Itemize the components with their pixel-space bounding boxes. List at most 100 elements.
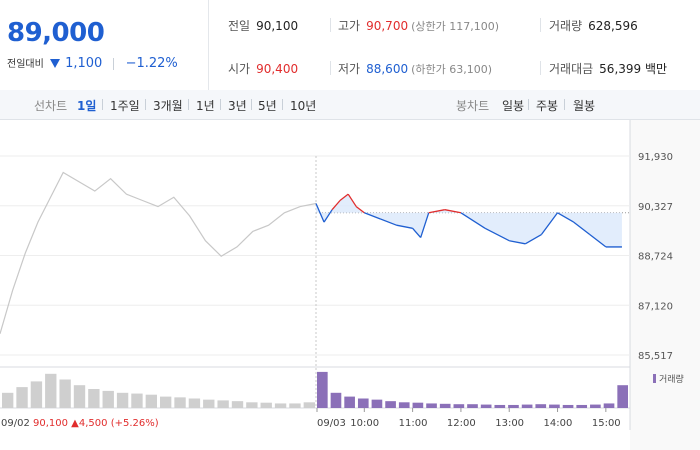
divider	[102, 99, 103, 110]
tab-5-years[interactable]: 5년	[258, 99, 277, 113]
area-fill	[316, 194, 622, 247]
stat-open: 시가 90,400	[228, 60, 298, 77]
volume-bar-prev	[30, 381, 43, 408]
x-tick-label: 13:00	[495, 418, 524, 429]
today-line-segment	[525, 233, 542, 245]
volume-bar-today	[344, 396, 355, 408]
divider	[564, 99, 565, 110]
tab-1-year[interactable]: 1년	[196, 99, 215, 113]
lower-limit: (하한가 63,100)	[411, 63, 493, 76]
divider	[251, 99, 252, 110]
stat-high: 고가 90,700 (상한가 117,100)	[338, 17, 499, 34]
today-line-segment	[355, 206, 365, 214]
y-tick-label: 90,327	[638, 202, 673, 213]
candle-chart-label: 봉차트	[456, 99, 490, 113]
stat-label: 거래대금	[549, 62, 594, 76]
today-line-segment	[420, 212, 430, 238]
volume-bar-today	[412, 402, 424, 408]
volume-bar-today	[521, 404, 533, 408]
today-line-segment	[444, 209, 462, 214]
divider	[330, 18, 331, 32]
stat-label: 거래량	[549, 19, 583, 33]
today-line-segment	[396, 224, 413, 229]
tab-1-day[interactable]: 1일	[77, 99, 97, 113]
today-line-segment	[509, 240, 526, 245]
x-tick-label: 09/03	[317, 418, 346, 429]
change-label: 전일대비	[7, 59, 44, 70]
y-tick-label: 87,120	[638, 301, 673, 312]
prev-day-date: 09/02	[1, 418, 33, 429]
volume-bar-prev	[73, 385, 86, 408]
volume-bar-today	[617, 385, 628, 408]
volume-bars	[2, 371, 628, 408]
today-line-segment	[380, 218, 397, 226]
change-percent: −1.22%	[125, 56, 178, 71]
volume-bar-prev	[174, 397, 186, 408]
tab-10-years[interactable]: 10년	[290, 99, 317, 113]
volume-bar-prev	[217, 400, 229, 408]
volume-bar-prev	[88, 389, 100, 408]
stat-label: 고가	[338, 19, 361, 33]
volume-bar-prev	[188, 398, 201, 408]
today-line-segment	[540, 212, 559, 235]
stat-volume: 거래량 628,596	[549, 17, 638, 34]
volume-bar-prev	[231, 401, 244, 408]
stat-value: 88,600	[366, 62, 409, 76]
y-tick-label: 88,724	[638, 252, 673, 263]
volume-bar-prev	[203, 399, 215, 408]
divider	[528, 99, 529, 110]
volume-bar-today	[494, 404, 506, 408]
tab-daily-candle[interactable]: 일봉	[502, 99, 525, 113]
x-tick-label: 14:00	[544, 418, 573, 429]
tab-weekly-candle[interactable]: 주봉	[536, 99, 559, 113]
tab-monthly-candle[interactable]: 월봉	[573, 99, 596, 113]
tab-3-years[interactable]: 3년	[228, 99, 247, 113]
volume-bar-today	[603, 403, 615, 408]
volume-bar-today	[508, 404, 519, 408]
volume-bar-today	[439, 403, 451, 408]
tab-3-months[interactable]: 3개월	[153, 99, 183, 113]
volume-bar-today	[453, 404, 465, 408]
volume-bar-today	[590, 404, 601, 408]
divider	[540, 18, 541, 32]
divider	[330, 61, 331, 75]
volume-bar-prev	[2, 392, 14, 408]
stat-low: 저가 88,600 (하한가 63,100)	[338, 60, 492, 77]
volume-bar-today	[535, 404, 547, 408]
volume-bar-today	[426, 403, 437, 408]
price-box: 89,000 전일대비 1,100 −1.22%	[0, 0, 209, 90]
y-tick-label: 91,930	[638, 152, 673, 163]
prev-day-change: 4,500	[79, 418, 111, 429]
volume-bar-today	[385, 401, 396, 408]
today-line-segment	[364, 212, 381, 220]
y-tick-label: 85,517	[638, 351, 673, 362]
volume-bar-today	[549, 404, 560, 408]
volume-legend-swatch	[653, 374, 656, 383]
x-tick-label: 11:00	[399, 418, 428, 429]
volume-bar-prev	[102, 390, 114, 408]
stat-value: 90,100	[256, 19, 299, 33]
change-amount: 1,100	[65, 56, 103, 71]
stat-value: 628,596	[588, 19, 638, 33]
labels: 거래량 09/02 90,100 ▲4,500 (+5.26%)	[1, 373, 684, 429]
volume-bar-prev	[131, 393, 143, 408]
today-line-segment	[484, 227, 510, 242]
quote-header: 89,000 전일대비 1,100 −1.22% 전일 90,100 고가 90,7…	[0, 0, 700, 91]
today-line-segment	[412, 227, 422, 239]
stat-label: 저가	[338, 62, 361, 76]
volume-bar-prev	[59, 379, 71, 408]
tab-1-week[interactable]: 1주일	[110, 99, 140, 113]
today-line-segment	[339, 193, 349, 201]
volume-bar-prev	[303, 402, 315, 408]
volume-bar-prev	[246, 402, 258, 408]
volume-bar-prev	[274, 403, 287, 408]
divider	[282, 99, 283, 110]
volume-bar-today	[371, 399, 383, 408]
current-price: 89,000	[7, 18, 105, 48]
volume-bar-today	[562, 404, 574, 408]
volume-bar-today	[398, 402, 410, 408]
volume-bar-today	[330, 392, 342, 408]
today-line-segment	[573, 221, 591, 236]
volume-legend-label: 거래량	[659, 373, 684, 385]
down-arrow-icon	[49, 59, 60, 68]
